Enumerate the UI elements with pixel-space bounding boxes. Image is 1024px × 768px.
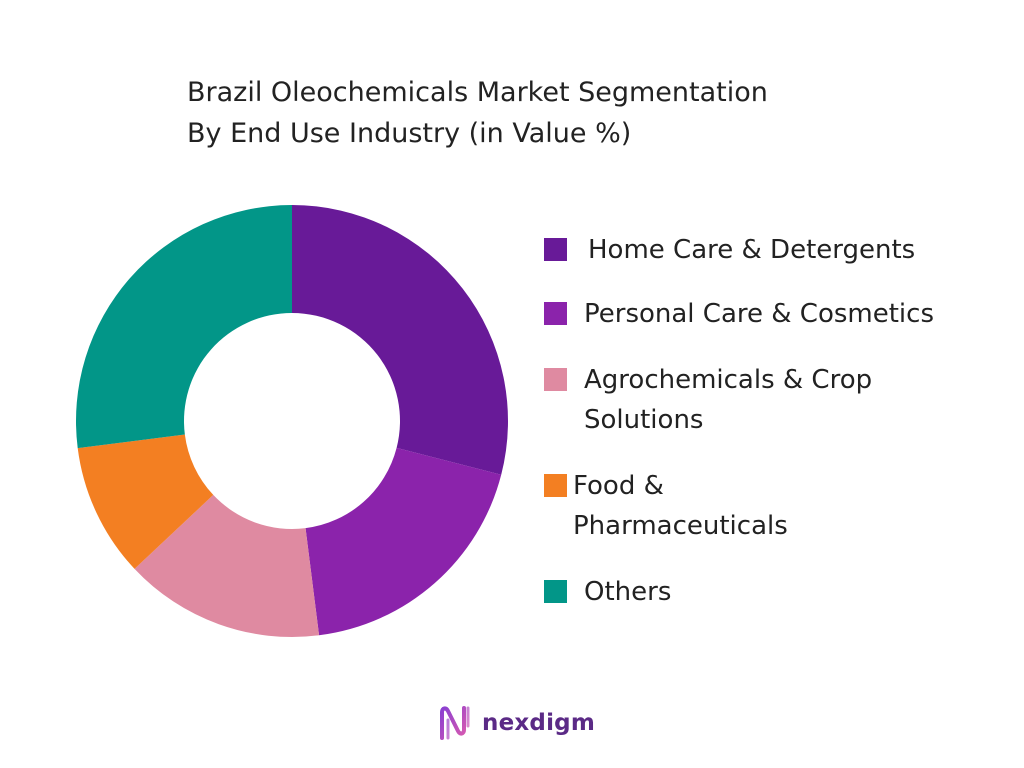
slice-others (76, 205, 292, 449)
slice-home-care (292, 205, 508, 475)
nexdigm-logo: nexdigm (438, 704, 595, 742)
slice-food-pharma (77, 434, 214, 569)
legend-label: Home Care & Detergents (588, 230, 915, 270)
chart-title-line: Brazil Oleochemicals Market Segmentation (187, 77, 768, 108)
legend-label-line: Others (584, 577, 672, 607)
legend-item-others: Others (544, 572, 671, 612)
legend-swatch (544, 238, 567, 261)
legend-label: Agrochemicals & Crop Solutions (584, 360, 872, 440)
legend-swatch (544, 580, 567, 603)
chart-subtitle-line: By End Use Industry (in Value %) (187, 118, 632, 149)
legend-item-food-pharma: Food & Pharmaceuticals (544, 466, 788, 546)
legend-label: Food & Pharmaceuticals (573, 466, 788, 546)
legend-label-line: Solutions (584, 405, 704, 435)
legend-item-home-care: Home Care & Detergents (544, 230, 915, 270)
legend-item-agrochemicals: Agrochemicals & Crop Solutions (544, 360, 872, 440)
legend-label: Personal Care & Cosmetics (584, 294, 934, 334)
legend-swatch (544, 302, 567, 325)
legend-swatch (544, 474, 567, 497)
legend-label-line: Home Care & Detergents (588, 235, 916, 265)
slice-personal-care (305, 447, 502, 636)
slice-agrochemicals (134, 494, 320, 637)
legend-label: Others (584, 572, 671, 612)
legend-item-personal-care: Personal Care & Cosmetics (544, 294, 934, 334)
chart-title: Brazil Oleochemicals Market Segmentation… (187, 72, 768, 154)
legend-label-line: Agrochemicals & Crop (584, 365, 873, 395)
legend-label-line: Pharmaceuticals (573, 511, 788, 541)
nexdigm-logo-icon (440, 706, 470, 740)
legend-swatch (544, 368, 567, 391)
nexdigm-logo-text: nexdigm (482, 710, 595, 736)
legend-label-line: Personal Care & Cosmetics (584, 299, 934, 329)
legend-label-line: Food & (573, 471, 664, 501)
